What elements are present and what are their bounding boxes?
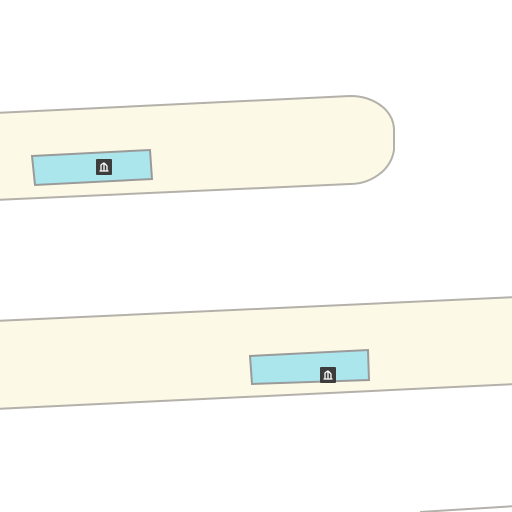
- fountain-icon: [96, 159, 112, 175]
- fountain-icon: [320, 367, 336, 383]
- lower-platform[interactable]: [0, 296, 512, 410]
- bottom-edge-line: [419, 505, 512, 512]
- upper-water-basin[interactable]: [30, 148, 154, 187]
- lower-water-basin[interactable]: [248, 348, 371, 386]
